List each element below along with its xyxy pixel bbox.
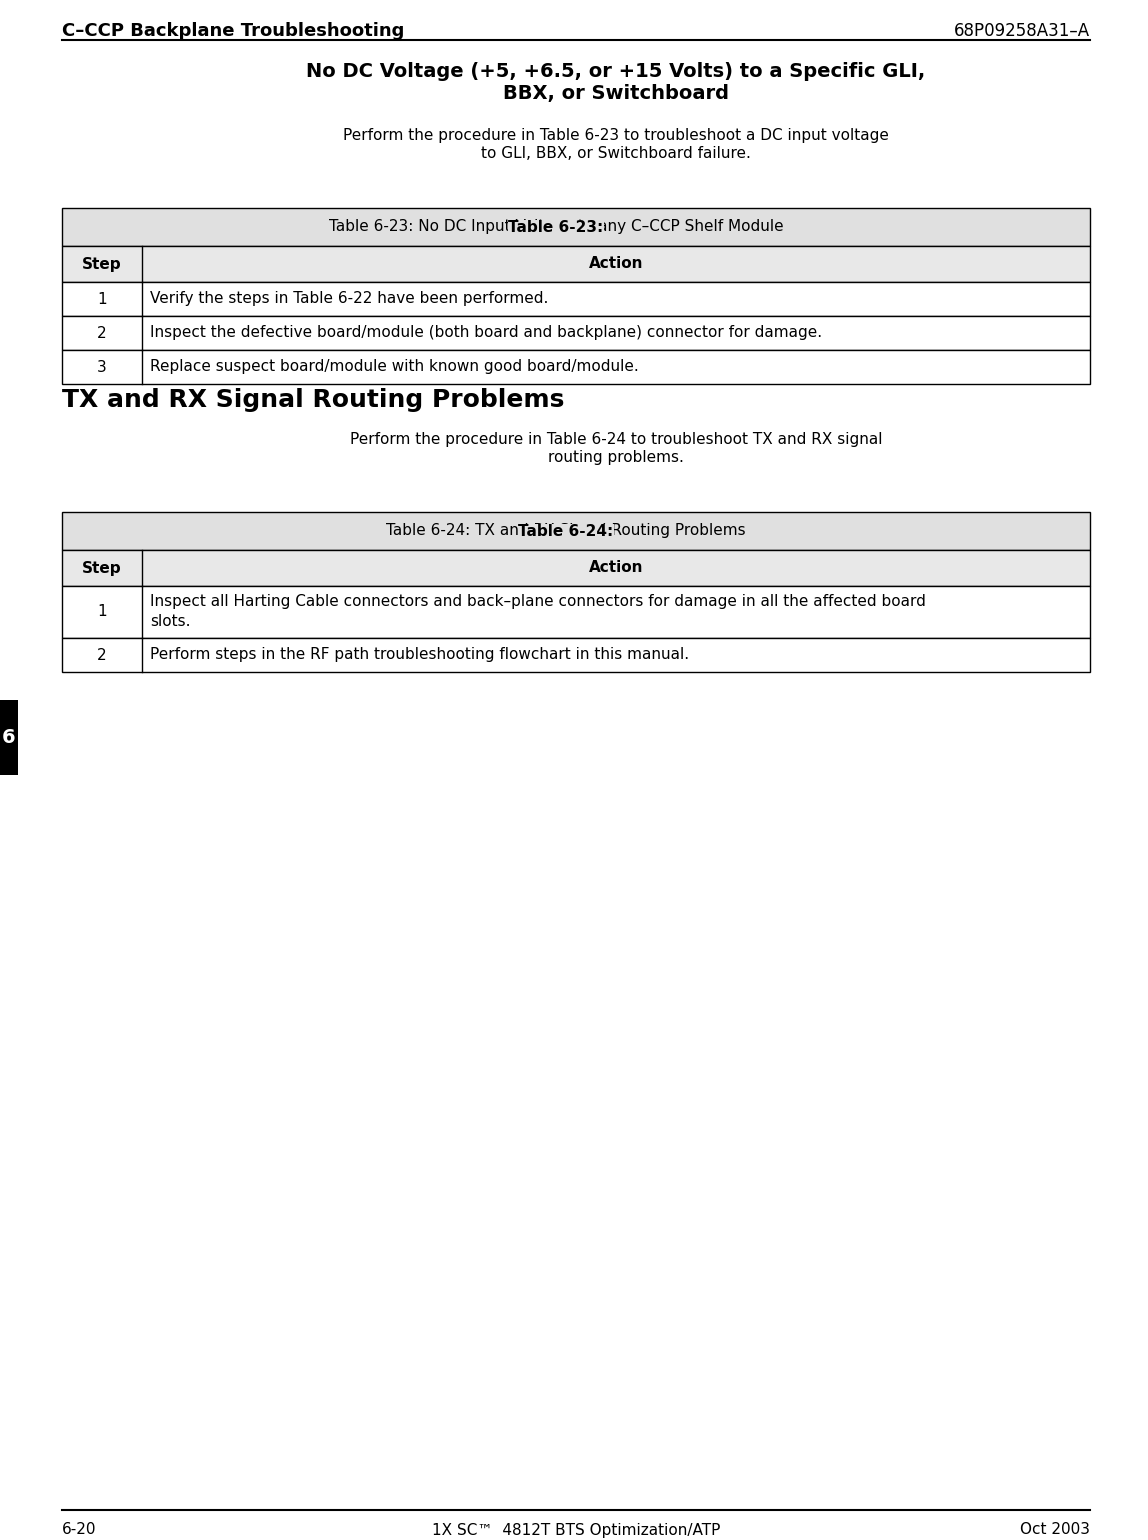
Bar <box>62 282 1089 316</box>
Text: routing problems.: routing problems. <box>548 450 684 465</box>
Text: 6: 6 <box>2 728 16 747</box>
Text: C–CCP Backplane Troubleshooting: C–CCP Backplane Troubleshooting <box>62 22 404 40</box>
Text: Table 6-23: No DC Input Voltage to any C–CCP Shelf Module: Table 6-23: No DC Input Voltage to any C… <box>328 220 783 234</box>
Bar <box>62 208 1089 246</box>
Text: 3: 3 <box>98 359 107 374</box>
Bar <box>0 701 18 775</box>
Text: Replace suspect board/module with known good board/module.: Replace suspect board/module with known … <box>150 359 638 374</box>
Text: Verify the steps in Table 6-22 have been performed.: Verify the steps in Table 6-22 have been… <box>150 291 549 306</box>
Bar <box>62 587 1089 638</box>
Text: Action: Action <box>589 257 643 271</box>
Bar <box>62 638 1089 671</box>
Text: Step: Step <box>83 257 122 271</box>
Text: No DC Voltage (+5, +6.5, or +15 Volts) to a Specific GLI,: No DC Voltage (+5, +6.5, or +15 Volts) t… <box>307 62 925 82</box>
Text: 6-20: 6-20 <box>62 1523 96 1537</box>
Text: Table 6-23:: Table 6-23: <box>509 220 604 234</box>
Text: 1: 1 <box>98 605 107 619</box>
Bar <box>62 511 1089 550</box>
Text: Oct 2003: Oct 2003 <box>1021 1523 1089 1537</box>
Text: Step: Step <box>83 561 122 576</box>
Text: slots.: slots. <box>150 614 191 628</box>
Text: 1: 1 <box>98 291 107 306</box>
Text: Table 6-24: TX and RX Signal Routing Problems: Table 6-24: TX and RX Signal Routing Pro… <box>386 524 746 539</box>
Bar <box>62 246 1089 282</box>
Bar <box>62 350 1089 383</box>
Text: Perform the procedure in Table 6-24 to troubleshoot TX and RX signal: Perform the procedure in Table 6-24 to t… <box>350 433 883 447</box>
Text: TX and RX Signal Routing Problems: TX and RX Signal Routing Problems <box>62 388 565 413</box>
Text: to GLI, BBX, or Switchboard failure.: to GLI, BBX, or Switchboard failure. <box>481 146 751 162</box>
Text: 2: 2 <box>98 325 107 340</box>
Text: Perform the procedure in Table 6-23 to troubleshoot a DC input voltage: Perform the procedure in Table 6-23 to t… <box>343 128 889 143</box>
Text: Inspect the defective board/module (both board and backplane) connector for dama: Inspect the defective board/module (both… <box>150 325 822 340</box>
Text: Action: Action <box>589 561 643 576</box>
Text: 2: 2 <box>98 647 107 662</box>
Text: 68P09258A31–A: 68P09258A31–A <box>954 22 1089 40</box>
Text: Table 6-24:: Table 6-24: <box>519 524 614 539</box>
Text: BBX, or Switchboard: BBX, or Switchboard <box>503 85 729 103</box>
Text: Perform steps in the RF path troubleshooting flowchart in this manual.: Perform steps in the RF path troubleshoo… <box>150 647 689 662</box>
Bar <box>62 550 1089 587</box>
Bar <box>62 316 1089 350</box>
Text: 1X SC™  4812T BTS Optimization/ATP: 1X SC™ 4812T BTS Optimization/ATP <box>432 1523 720 1537</box>
Text: Inspect all Harting Cable connectors and back–plane connectors for damage in all: Inspect all Harting Cable connectors and… <box>150 594 926 608</box>
